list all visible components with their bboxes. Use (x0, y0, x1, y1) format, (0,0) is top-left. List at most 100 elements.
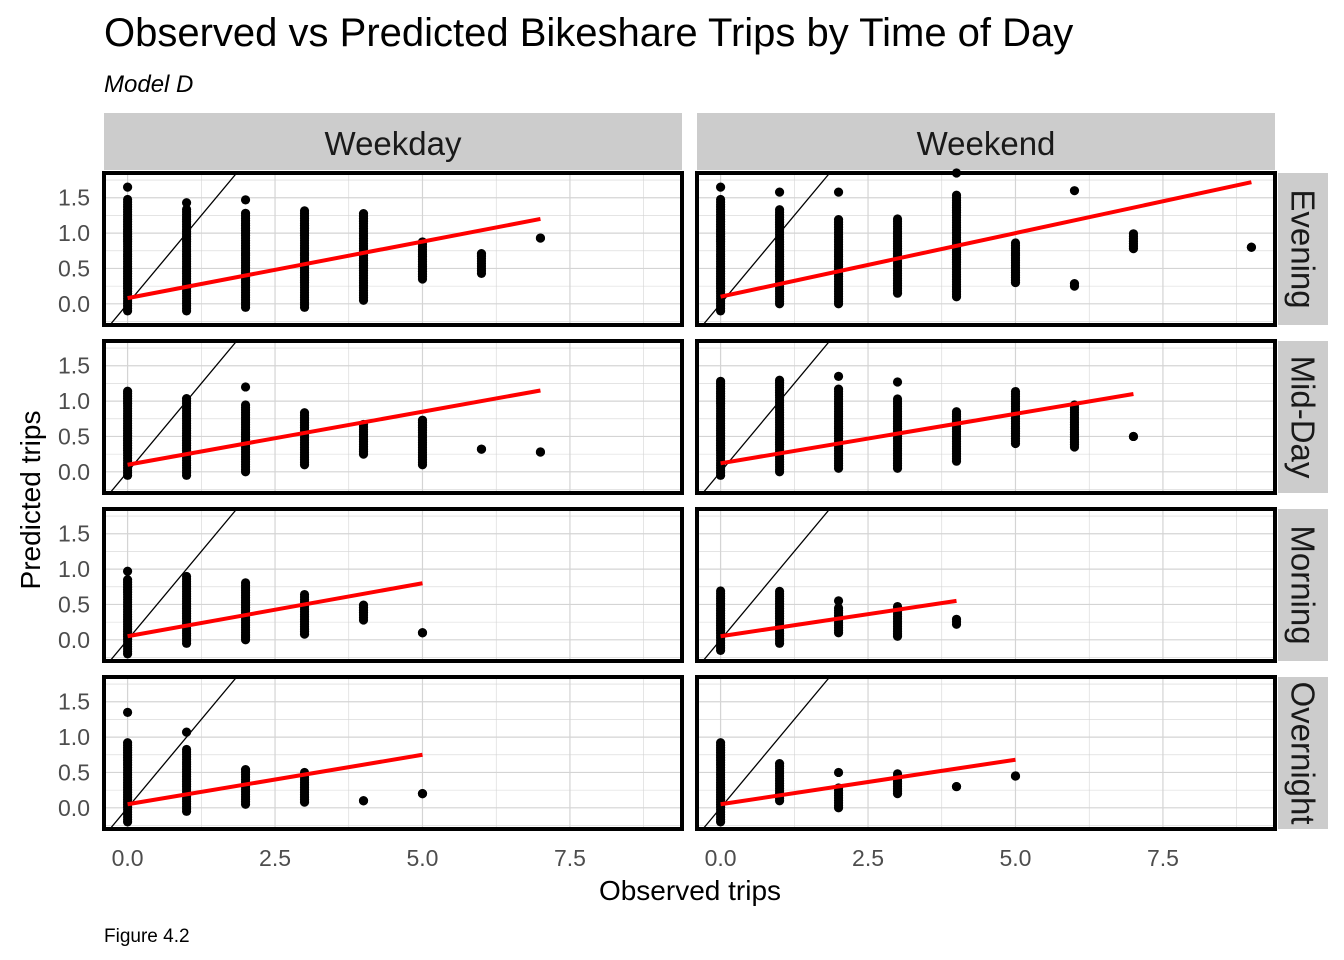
strip-label-weekday: Weekday (325, 125, 462, 162)
data-point (123, 195, 132, 204)
panel-weekend-evening (697, 168, 1275, 325)
data-point (241, 765, 250, 774)
x-axis-label: Observed trips (599, 875, 781, 906)
points (716, 372, 1138, 480)
points (123, 382, 545, 480)
x-tick-label: 0.0 (112, 845, 144, 871)
data-point (123, 708, 132, 717)
x-tick-label: 2.5 (852, 845, 884, 871)
points (716, 586, 961, 655)
points (123, 183, 545, 316)
panel-weekend-morning (697, 509, 1275, 661)
data-point (241, 578, 250, 587)
facet-grid: Weekday Weekend Evening Mid-Day Morning Overn… (58, 113, 1328, 871)
data-point (834, 596, 843, 605)
data-point (241, 209, 250, 218)
data-point (1070, 186, 1079, 195)
x-tick-label: 0.0 (705, 845, 737, 871)
data-point (359, 601, 368, 610)
x-tick-label: 7.5 (554, 845, 586, 871)
panel-weekday-morning (104, 509, 682, 661)
y-axis-label: Predicted trips (15, 411, 46, 590)
data-point (893, 214, 902, 223)
data-point (775, 187, 784, 196)
x-tick-label: 5.0 (406, 845, 438, 871)
y-tick-label: 0.0 (58, 291, 90, 317)
data-point (182, 728, 191, 737)
strip-label-evening: Evening (1285, 189, 1322, 308)
data-point (123, 387, 132, 396)
data-point (834, 372, 843, 381)
x-tick-label: 2.5 (259, 845, 291, 871)
strip-label-overnight: Overnight (1285, 681, 1322, 824)
y-tick-label: 0.5 (58, 255, 90, 281)
fit-line (721, 182, 1252, 297)
panel-weekday-overnight (104, 677, 682, 829)
chart-subtitle: Model D (104, 71, 193, 98)
data-point (123, 183, 132, 192)
x-tick-label: 5.0 (999, 845, 1031, 871)
data-point (1011, 387, 1020, 396)
data-point (359, 209, 368, 218)
data-point (834, 187, 843, 196)
panel-weekend-mid-day (697, 341, 1275, 493)
data-point (1011, 771, 1020, 780)
data-point (477, 445, 486, 454)
grid-lines (697, 677, 1275, 829)
y-tick-label: 0.0 (58, 627, 90, 653)
data-point (241, 382, 250, 391)
data-point (775, 587, 784, 596)
data-point (182, 745, 191, 754)
y-tick-label: 0.0 (58, 795, 90, 821)
panel-weekend-overnight (697, 677, 1275, 829)
y-tick-label: 1.0 (58, 220, 90, 246)
data-point (1247, 243, 1256, 252)
data-point (536, 233, 545, 242)
strip-label-morning: Morning (1285, 525, 1322, 644)
data-point (1129, 432, 1138, 441)
data-point (834, 384, 843, 393)
data-point (775, 759, 784, 768)
data-point (182, 394, 191, 403)
data-point (834, 215, 843, 224)
y-tick-label: 1.0 (58, 388, 90, 414)
data-point (775, 376, 784, 385)
data-point (418, 628, 427, 637)
panel-weekday-mid-day (104, 341, 682, 493)
y-tick-label: 1.5 (58, 521, 90, 547)
panel-border (697, 677, 1275, 829)
data-point (952, 782, 961, 791)
data-point (716, 377, 725, 386)
data-point (775, 205, 784, 214)
data-point (893, 394, 902, 403)
y-tick-label: 0.5 (58, 759, 90, 785)
data-point (1129, 229, 1138, 238)
strip-label-weekend: Weekend (917, 125, 1056, 162)
data-point (123, 575, 132, 584)
data-point (300, 590, 309, 599)
figure-caption: Figure 4.2 (104, 926, 190, 947)
panel-weekday-evening (104, 173, 682, 325)
data-point (477, 249, 486, 258)
data-point (241, 400, 250, 409)
data-point (182, 198, 191, 207)
data-point (716, 183, 725, 192)
data-point (418, 789, 427, 798)
strip-label-mid-day: Mid-Day (1285, 356, 1322, 479)
data-point (952, 407, 961, 416)
data-point (123, 738, 132, 747)
y-tick-label: 1.5 (58, 185, 90, 211)
data-point (834, 768, 843, 777)
points (716, 168, 1256, 315)
data-point (952, 191, 961, 200)
y-tick-label: 1.0 (58, 556, 90, 582)
data-point (418, 416, 427, 425)
y-tick-label: 1.5 (58, 689, 90, 715)
data-point (716, 586, 725, 595)
y-tick-label: 1.5 (58, 353, 90, 379)
data-point (359, 796, 368, 805)
data-point (300, 408, 309, 417)
data-point (1070, 279, 1079, 288)
data-point (716, 738, 725, 747)
data-point (241, 195, 250, 204)
